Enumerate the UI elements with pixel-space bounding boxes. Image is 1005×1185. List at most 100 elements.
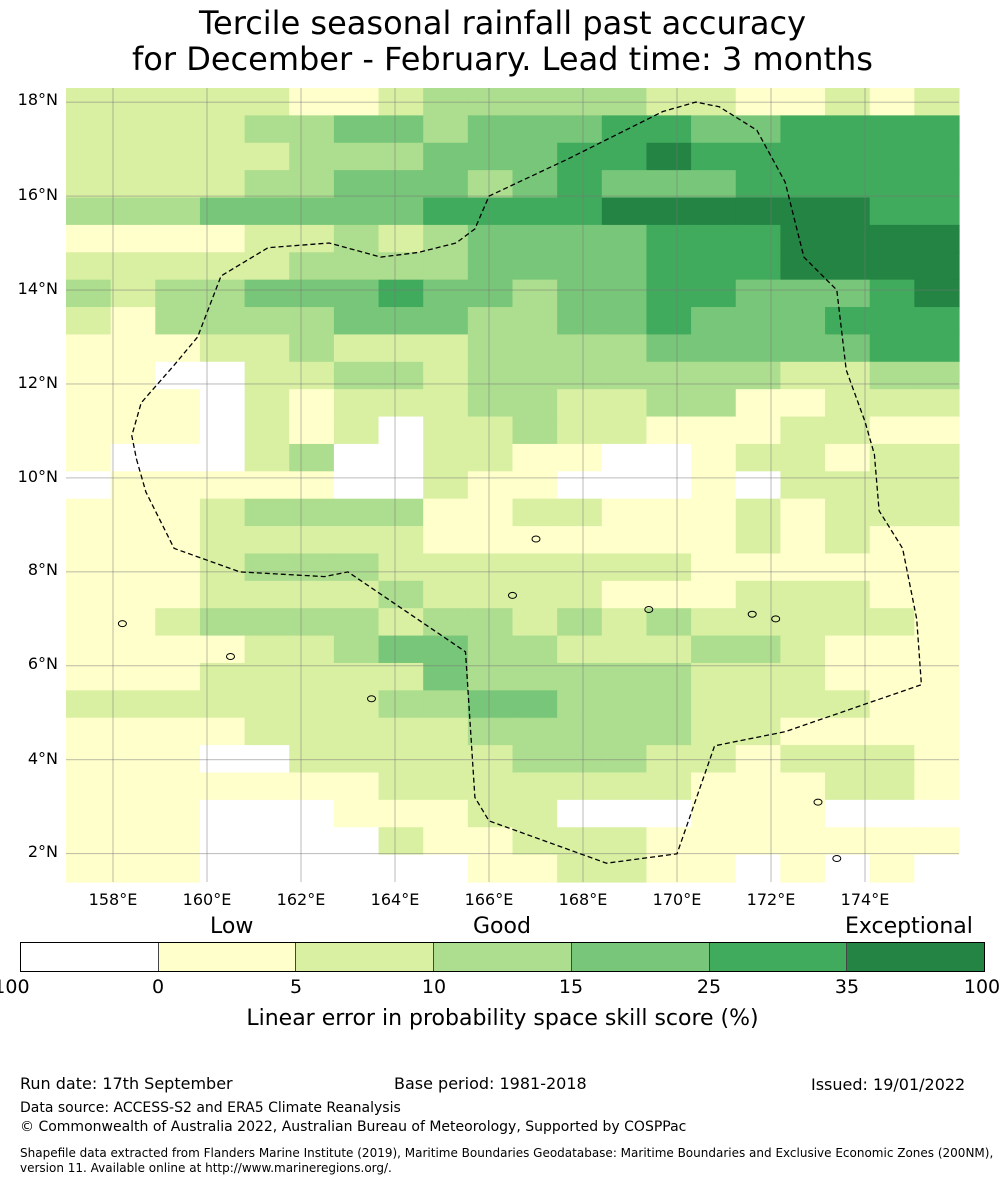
island-outline xyxy=(771,615,781,623)
colorbar-category-exceptional: Exceptional xyxy=(845,914,973,939)
skill-cell xyxy=(512,361,558,390)
skill-cell xyxy=(423,307,469,336)
skill-cell xyxy=(66,197,112,226)
skill-cell xyxy=(691,772,737,801)
skill-cell xyxy=(512,690,558,719)
skill-cell xyxy=(155,170,201,199)
skill-cell xyxy=(557,772,603,801)
skill-cell xyxy=(646,662,692,691)
map-gridlines xyxy=(66,88,959,882)
skill-cell xyxy=(825,854,871,883)
skill-cell xyxy=(869,170,915,199)
skill-cell xyxy=(66,690,112,719)
skill-cell xyxy=(333,279,380,308)
skill-cell xyxy=(735,361,781,390)
skill-cell xyxy=(914,142,960,171)
skill-cell xyxy=(199,608,246,637)
skill-cell xyxy=(869,361,915,390)
skill-cell xyxy=(467,224,514,253)
skill-cell xyxy=(646,307,692,336)
skill-cell xyxy=(155,142,201,171)
skill-cell xyxy=(735,854,781,883)
skill-cell xyxy=(467,170,514,199)
skill-cell xyxy=(557,142,603,171)
skill-cell xyxy=(601,443,648,472)
skill-cell xyxy=(691,334,737,363)
skill-cell xyxy=(780,307,826,336)
skill-cell xyxy=(825,389,871,418)
skill-cell xyxy=(199,827,246,856)
skill-cell xyxy=(333,827,380,856)
skill-cell xyxy=(869,498,915,527)
skill-cell xyxy=(825,334,871,363)
skill-cell xyxy=(333,224,380,253)
base-period: Base period: 1981-2018 xyxy=(394,1074,587,1093)
skill-cell xyxy=(244,854,290,883)
skill-cell xyxy=(467,553,514,582)
skill-cell xyxy=(333,799,380,828)
skill-cell xyxy=(646,142,692,171)
skill-cell xyxy=(825,252,871,281)
skill-cell xyxy=(691,580,737,609)
skill-cell xyxy=(110,553,156,582)
skill-cell xyxy=(199,115,246,144)
skill-cell xyxy=(199,224,246,253)
skill-cell xyxy=(199,197,246,226)
skill-cell xyxy=(244,662,290,691)
skill-cell xyxy=(244,772,290,801)
skill-cell xyxy=(735,745,781,774)
skill-cell xyxy=(825,361,871,390)
skill-cell xyxy=(646,717,692,746)
lat-label-12n: 12°N xyxy=(17,373,58,392)
skill-cell xyxy=(378,526,424,555)
skill-cell xyxy=(914,416,960,445)
skill-cell xyxy=(423,580,469,609)
skill-cell xyxy=(66,252,112,281)
skill-cell xyxy=(557,224,603,253)
skill-cell xyxy=(735,279,781,308)
skill-cell xyxy=(512,745,558,774)
colorbar-tick: 5 xyxy=(289,976,303,998)
skill-cell xyxy=(110,498,156,527)
skill-cell xyxy=(601,361,648,390)
skill-cell xyxy=(735,772,781,801)
skill-cell xyxy=(66,279,112,308)
skill-cell xyxy=(467,745,514,774)
skill-cell xyxy=(780,827,826,856)
skill-cell xyxy=(735,717,781,746)
skill-cell xyxy=(66,772,112,801)
skill-cell xyxy=(378,854,424,883)
skill-cell xyxy=(66,416,112,445)
skill-cell xyxy=(199,526,246,555)
skill-cell xyxy=(155,334,201,363)
skill-cell xyxy=(691,307,737,336)
skill-cell xyxy=(110,142,156,171)
skill-cell xyxy=(66,745,112,774)
skill-cell xyxy=(244,553,290,582)
skill-cell xyxy=(333,443,380,472)
skill-cell xyxy=(155,553,201,582)
skill-cell xyxy=(467,142,514,171)
skill-cell xyxy=(66,389,112,418)
skill-cell xyxy=(244,361,290,390)
skill-cell xyxy=(512,471,558,500)
skill-cell xyxy=(780,389,826,418)
copyright: © Commonwealth of Australia 2022, Austra… xyxy=(20,1119,687,1135)
skill-cell xyxy=(914,443,960,472)
skill-cell xyxy=(110,334,156,363)
skill-cell xyxy=(110,745,156,774)
skill-cell xyxy=(66,471,112,500)
skill-cell xyxy=(110,799,156,828)
skill-cell xyxy=(691,443,737,472)
skill-cell xyxy=(378,224,424,253)
skill-cell xyxy=(423,197,469,226)
map-title-line-1: Tercile seasonal rainfall past accuracy xyxy=(198,4,807,42)
skill-cell xyxy=(289,717,335,746)
skill-cell xyxy=(557,416,603,445)
run-date: Run date: 17th September xyxy=(20,1074,233,1093)
lat-label-10n: 10°N xyxy=(17,467,58,486)
skill-cell xyxy=(467,471,514,500)
skill-cell xyxy=(825,416,871,445)
skill-cell xyxy=(601,498,648,527)
skill-cell xyxy=(199,361,246,390)
